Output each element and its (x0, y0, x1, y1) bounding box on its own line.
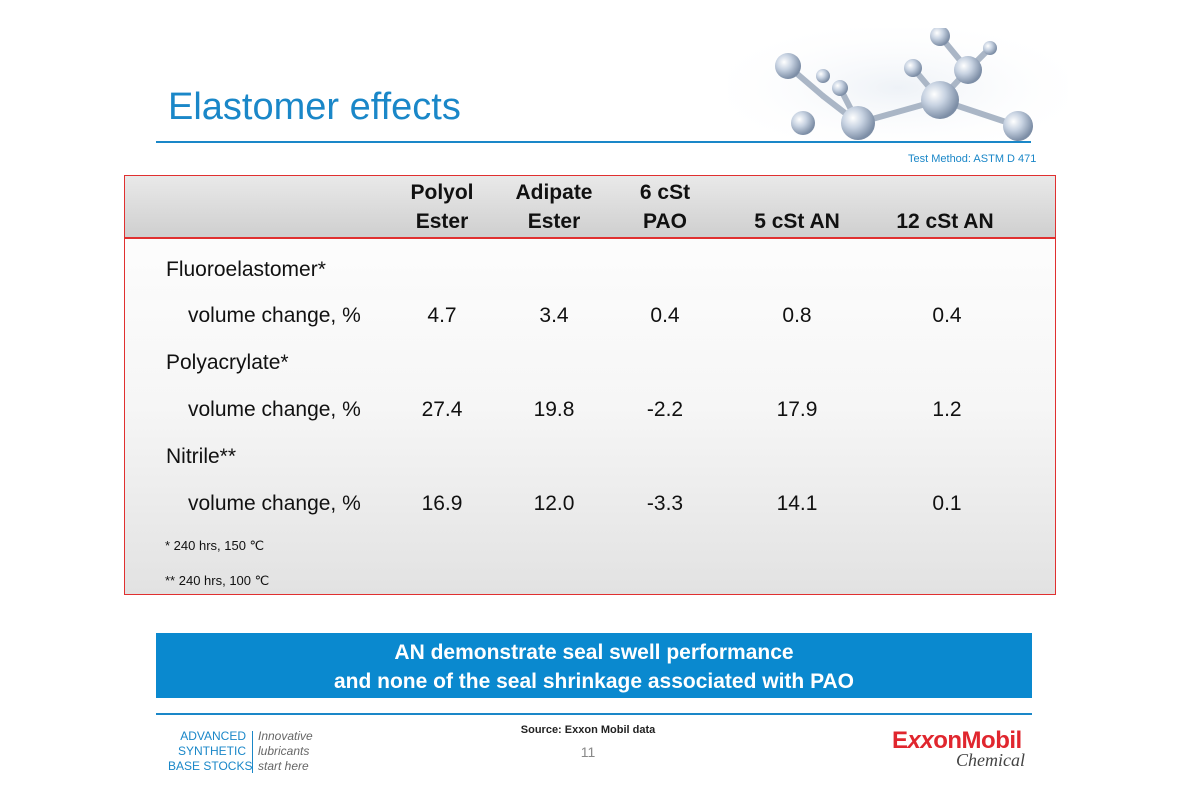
table-cell: 14.1 (776, 492, 818, 515)
column-header: 5 cSt AN (754, 210, 840, 233)
table-cell: -2.2 (646, 398, 684, 421)
brand-tagline: Innovative lubricants start here (258, 729, 313, 773)
title-divider (156, 141, 1031, 143)
table-cell: 3.4 (539, 304, 569, 327)
table-cell: 12.0 (533, 492, 575, 515)
table-cell: 0.4 (650, 304, 680, 327)
page-title: Elastomer effects (168, 86, 461, 128)
page-number: 11 (580, 744, 596, 760)
group-label: Polyacrylate* (166, 351, 289, 374)
column-header: Polyol Ester (410, 181, 474, 233)
footer-divider (156, 713, 1032, 715)
group-label: Fluoroelastomer* (166, 258, 326, 281)
brand-name: ADVANCED SYNTHETIC BASE STOCKS (168, 729, 253, 773)
banner-line: and none of the seal shrinkage associate… (333, 670, 855, 693)
table-cell: 16.9 (421, 492, 463, 515)
table-cell: 0.1 (932, 492, 962, 515)
chemical-wordmark: Chemical (956, 750, 1025, 770)
table-header: Polyol Ester Adipate Ester 6 cSt PAO 5 cSt … (125, 176, 1055, 239)
table-cell: 4.7 (427, 304, 457, 327)
conclusion-banner: AN demonstrate seal swell performance an… (156, 633, 1032, 698)
metric-label: volume change, % (188, 304, 361, 327)
table-cell: 1.2 (932, 398, 962, 421)
source-note: Source: Exxon Mobil data (520, 724, 656, 736)
column-header: 12 cSt AN (896, 210, 994, 233)
group-label: Nitrile** (166, 445, 237, 468)
table-cell: -3.3 (646, 492, 684, 515)
metric-label: volume change, % (188, 492, 361, 515)
test-method-note: Test Method: ASTM D 471 (908, 153, 1037, 165)
column-header: 6 cSt PAO (639, 181, 691, 233)
table-cell: 19.8 (533, 398, 575, 421)
table-cell: 0.8 (782, 304, 812, 327)
table-cell: 0.4 (932, 304, 962, 327)
footnote: * 240 hrs, 150 ℃ (165, 538, 265, 553)
table-cell: 27.4 (421, 398, 463, 421)
table-cell: 17.9 (776, 398, 818, 421)
footnote: ** 240 hrs, 100 ℃ (165, 573, 270, 588)
brand-separator (252, 731, 253, 773)
metric-label: volume change, % (188, 398, 361, 421)
molecule-icon (728, 28, 1068, 148)
data-table: Polyol Ester Adipate Ester 6 cSt PAO 5 cSt … (124, 175, 1056, 595)
banner-line: AN demonstrate seal swell performance (394, 641, 794, 664)
exxonmobil-logo: ExxonMobil (892, 727, 1022, 754)
column-header: Adipate Ester (515, 181, 593, 233)
